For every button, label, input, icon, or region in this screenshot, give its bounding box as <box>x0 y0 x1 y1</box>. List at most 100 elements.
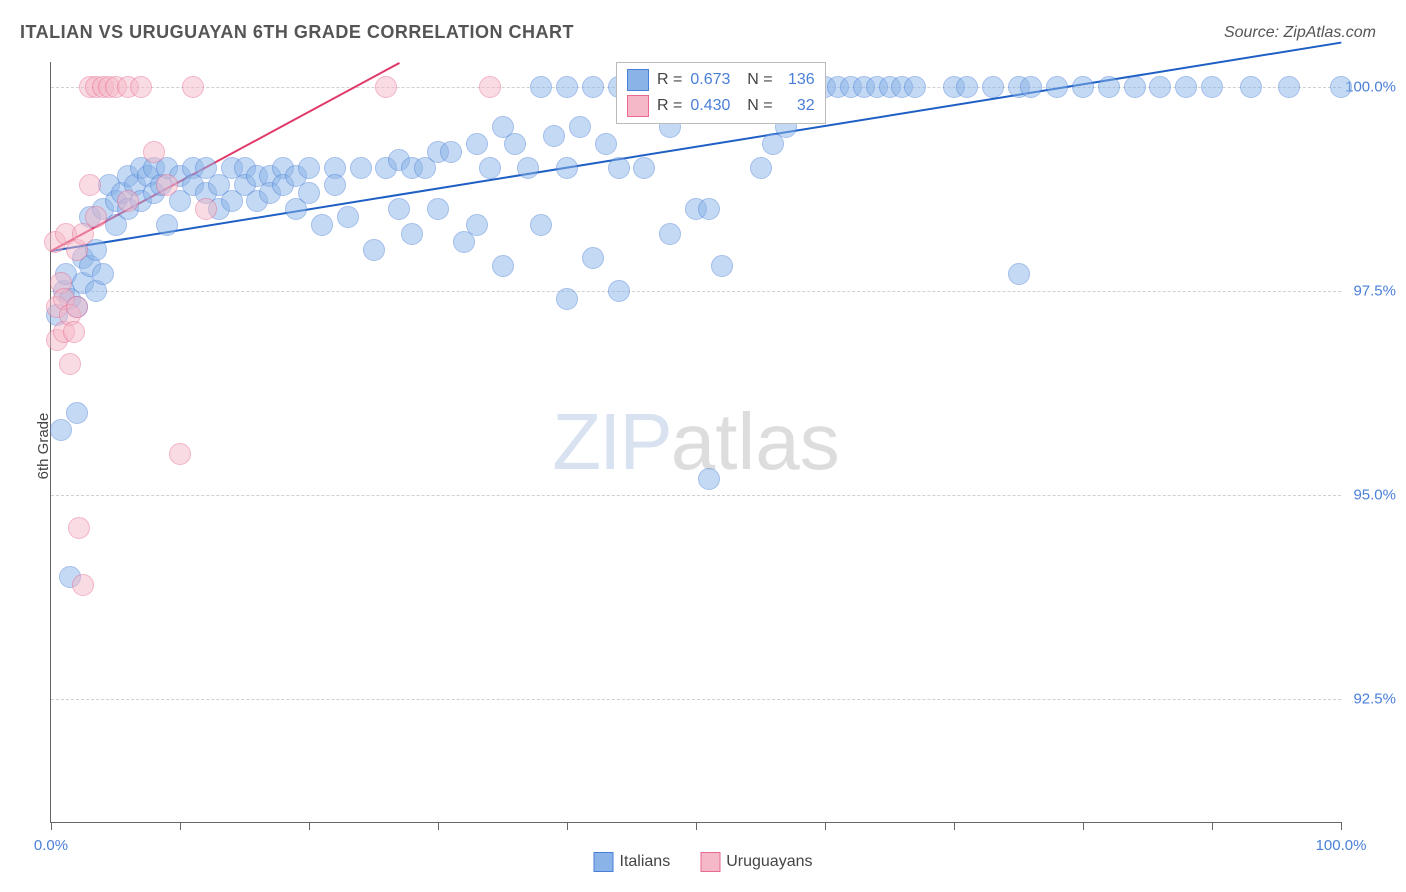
stats-legend-row: R =0.430 N =32 <box>627 93 815 119</box>
scatter-point <box>633 157 655 179</box>
y-tick-label: 97.5% <box>1353 282 1396 299</box>
legend-swatch <box>594 852 614 872</box>
scatter-point <box>569 116 591 138</box>
scatter-point <box>582 76 604 98</box>
scatter-point <box>466 214 488 236</box>
chart-title: ITALIAN VS URUGUAYAN 6TH GRADE CORRELATI… <box>20 22 574 43</box>
watermark: ZIPatlas <box>552 396 839 488</box>
scatter-point <box>130 76 152 98</box>
legend-swatch <box>627 95 649 117</box>
legend-r-value: 0.673 <box>690 71 730 89</box>
x-tick <box>438 822 439 830</box>
scatter-point <box>608 157 630 179</box>
scatter-point <box>143 141 165 163</box>
scatter-point <box>1149 76 1171 98</box>
y-gridline <box>51 291 1341 292</box>
x-tick <box>180 822 181 830</box>
y-tick-label: 92.5% <box>1353 691 1396 708</box>
scatter-point <box>556 76 578 98</box>
scatter-point <box>63 321 85 343</box>
scatter-point <box>556 157 578 179</box>
legend-r-label: R = <box>657 97 682 115</box>
scatter-point <box>1330 76 1352 98</box>
scatter-point <box>156 214 178 236</box>
x-tick <box>1341 822 1342 830</box>
scatter-point <box>1020 76 1042 98</box>
x-tick <box>1212 822 1213 830</box>
scatter-point <box>72 574 94 596</box>
x-tick <box>1083 822 1084 830</box>
y-tick-label: 100.0% <box>1345 78 1396 95</box>
x-tick-label: 0.0% <box>34 837 68 854</box>
chart-container: ITALIAN VS URUGUAYAN 6TH GRADE CORRELATI… <box>0 0 1406 892</box>
scatter-point <box>85 206 107 228</box>
scatter-point <box>698 198 720 220</box>
scatter-point <box>1175 76 1197 98</box>
scatter-point <box>698 468 720 490</box>
watermark-atlas: atlas <box>671 397 840 486</box>
y-tick-label: 95.0% <box>1353 487 1396 504</box>
scatter-point <box>182 76 204 98</box>
legend-label: Italians <box>620 853 671 870</box>
scatter-point <box>1046 76 1068 98</box>
scatter-point <box>1098 76 1120 98</box>
scatter-point <box>1240 76 1262 98</box>
scatter-point <box>479 157 501 179</box>
scatter-point <box>388 198 410 220</box>
watermark-zip: ZIP <box>552 397 670 486</box>
scatter-point <box>79 174 101 196</box>
legend-n-label: N = <box>738 71 772 89</box>
bottom-legend-item: Italians <box>594 852 671 872</box>
stats-legend: R =0.673 N =136R =0.430 N =32 <box>616 62 826 124</box>
scatter-point <box>582 247 604 269</box>
scatter-point <box>750 157 772 179</box>
scatter-point <box>363 239 385 261</box>
scatter-point <box>556 288 578 310</box>
x-tick <box>567 822 568 830</box>
source-label: Source: ZipAtlas.com <box>1224 24 1376 42</box>
scatter-point <box>1201 76 1223 98</box>
bottom-legend: Italians Uruguayans <box>594 852 813 872</box>
y-gridline <box>51 495 1341 496</box>
plot-area: ZIPatlas 92.5%95.0%97.5%100.0%0.0%100.0%… <box>50 62 1341 823</box>
scatter-point <box>659 223 681 245</box>
scatter-point <box>504 133 526 155</box>
scatter-point <box>401 223 423 245</box>
scatter-point <box>466 133 488 155</box>
x-tick <box>825 822 826 830</box>
scatter-point <box>66 402 88 424</box>
scatter-point <box>92 263 114 285</box>
legend-n-value: 136 <box>781 71 815 89</box>
scatter-point <box>311 214 333 236</box>
scatter-point <box>375 76 397 98</box>
x-tick <box>309 822 310 830</box>
scatter-point <box>59 353 81 375</box>
x-tick-label: 100.0% <box>1316 837 1367 854</box>
scatter-point <box>479 76 501 98</box>
legend-swatch <box>700 852 720 872</box>
scatter-point <box>427 198 449 220</box>
scatter-point <box>117 190 139 212</box>
scatter-point <box>195 198 217 220</box>
scatter-point <box>517 157 539 179</box>
scatter-point <box>956 76 978 98</box>
scatter-point <box>530 214 552 236</box>
legend-label: Uruguayans <box>726 853 812 870</box>
x-tick <box>51 822 52 830</box>
scatter-point <box>324 174 346 196</box>
bottom-legend-item: Uruguayans <box>700 852 812 872</box>
scatter-point <box>350 157 372 179</box>
scatter-point <box>440 141 462 163</box>
scatter-point <box>298 182 320 204</box>
stats-legend-row: R =0.673 N =136 <box>627 67 815 93</box>
scatter-point <box>904 76 926 98</box>
scatter-point <box>66 296 88 318</box>
scatter-point <box>492 255 514 277</box>
scatter-point <box>169 443 191 465</box>
scatter-point <box>298 157 320 179</box>
legend-r-value: 0.430 <box>690 97 730 115</box>
scatter-point <box>530 76 552 98</box>
scatter-point <box>337 206 359 228</box>
legend-n-label: N = <box>738 97 772 115</box>
scatter-point <box>595 133 617 155</box>
